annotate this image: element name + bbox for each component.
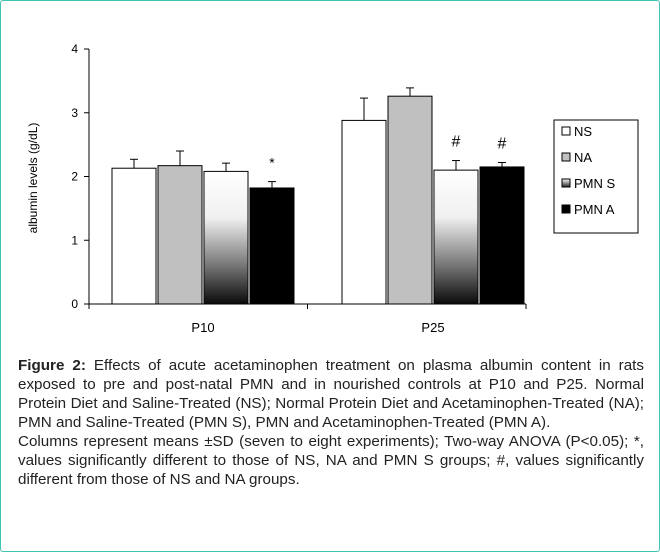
caption-text-2: Columns represent means ±SD (seven to ei… <box>18 433 644 488</box>
significance-marker: # <box>452 134 461 151</box>
caption-paragraph-1: Figure 2: Effects of acute acetaminophen… <box>18 356 644 432</box>
y-tick-label: 1 <box>71 233 78 247</box>
bar-p10-pmn-a <box>249 187 295 305</box>
figure-label: Figure 2: <box>18 357 86 374</box>
legend-label: NA <box>574 150 592 165</box>
legend-swatch <box>561 152 571 162</box>
y-tick-label: 3 <box>71 106 78 120</box>
bar-p25-na <box>387 95 433 305</box>
legend-label: PMN A <box>574 202 615 217</box>
y-tick-label: 2 <box>71 170 78 184</box>
y-tick-label: 4 <box>71 42 78 56</box>
bar-p10-ns <box>111 167 157 305</box>
significance-marker: # <box>498 135 507 152</box>
legend-box <box>553 119 639 234</box>
x-category-label: P10 <box>191 320 214 335</box>
significance-marker: * <box>269 155 275 171</box>
caption-paragraph-2: Columns represent means ±SD (seven to ei… <box>18 432 644 489</box>
caption-text-1: Effects of acute acetaminophen treatment… <box>18 357 644 431</box>
bar-p25-pmn-a <box>479 166 525 305</box>
bars: P10 P25 * # # <box>111 87 525 335</box>
legend-label: NS <box>574 124 592 139</box>
figure-caption: Figure 2: Effects of acute acetaminophen… <box>18 356 644 489</box>
x-category-label: P25 <box>421 320 444 335</box>
bar-p10-pmn-s <box>203 170 249 305</box>
legend: NS NA PMN S PMN A <box>553 119 639 234</box>
legend-swatch <box>561 204 571 214</box>
legend-swatch <box>561 126 571 136</box>
bar-p25-ns <box>341 119 387 305</box>
legend-label: PMN S <box>574 176 616 191</box>
legend-swatch <box>561 178 571 188</box>
bar-chart: 0 1 2 3 4 P10 P25 * # # NS NA PMN S PMN A albumin l… <box>26 42 639 335</box>
y-tick-label: 0 <box>71 297 78 311</box>
bar-p25-pmn-s <box>433 169 479 305</box>
y-axis-label: albumin levels (g/dL) <box>26 123 40 234</box>
bar-p10-na <box>157 165 203 305</box>
